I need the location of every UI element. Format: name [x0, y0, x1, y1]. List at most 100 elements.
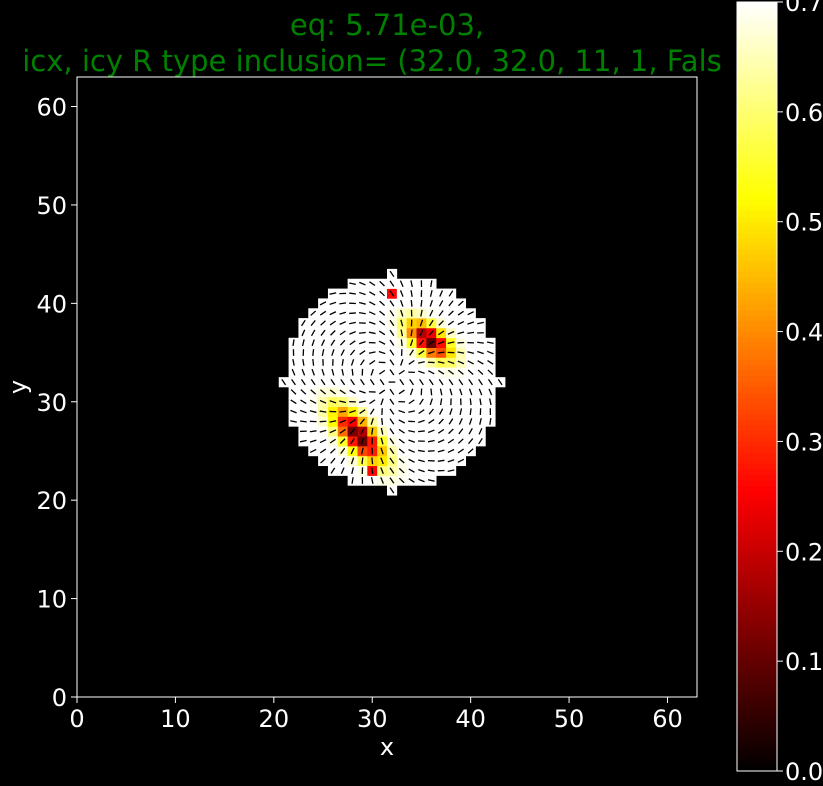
colorbar-strip — [737, 413, 777, 421]
director-segment — [320, 378, 326, 386]
director-segment — [468, 418, 473, 425]
director-segment — [329, 420, 337, 423]
director-segment — [350, 359, 355, 366]
director-segment — [302, 358, 305, 366]
director-segment — [310, 378, 316, 386]
director-segment — [457, 360, 465, 365]
colorbar-strip — [737, 287, 777, 294]
y-tick-label: 60 — [36, 94, 67, 122]
director-segment — [418, 339, 425, 346]
director-segment — [449, 408, 453, 415]
director-segment — [360, 437, 365, 445]
colorbar-strip — [737, 391, 777, 399]
director-segment — [478, 388, 483, 396]
director-segment — [468, 428, 473, 435]
director-segment — [410, 299, 413, 307]
director-segment — [301, 339, 305, 347]
x-tick-label: 10 — [160, 705, 191, 733]
colorbar-strip — [737, 238, 777, 245]
colorbar-strip — [737, 139, 777, 146]
director-segment — [339, 428, 346, 434]
director-segment — [479, 398, 482, 406]
director-segment — [467, 369, 474, 375]
colorbar-strip — [737, 40, 777, 47]
director-segment — [458, 378, 464, 386]
colorbar-strip — [737, 479, 777, 486]
colorbar-strip — [737, 507, 777, 514]
colorbar-strip — [737, 534, 777, 541]
director-segment — [368, 351, 376, 354]
director-segment — [292, 339, 295, 347]
director-segment — [419, 329, 424, 337]
colorbar-strip — [737, 254, 777, 261]
director-segment — [290, 399, 297, 405]
director-segment — [457, 458, 465, 463]
colorbar-ticks: 0.0 0.1 0.2 0.3 0.4 0.5 0.6 0.7 — [777, 0, 823, 786]
director-segment — [330, 378, 336, 386]
director-segment — [389, 457, 395, 464]
colorbar-strip — [737, 600, 777, 607]
director-segment — [400, 329, 404, 337]
y-tick-label: 30 — [36, 389, 67, 417]
director-segment — [398, 458, 405, 464]
director-segment — [329, 429, 337, 434]
director-segment — [389, 349, 395, 356]
director-segment — [389, 477, 395, 484]
director-segment — [349, 331, 356, 335]
director-segment — [380, 437, 384, 445]
director-segment — [427, 439, 435, 443]
director-segment — [448, 418, 454, 425]
director-segment — [312, 358, 315, 366]
director-segment — [378, 330, 386, 336]
director-segment — [329, 400, 337, 404]
colorbar-strip — [737, 721, 777, 728]
director-segment — [380, 467, 384, 475]
director-segment — [418, 468, 425, 473]
colorbar-strip — [737, 424, 777, 432]
colorbar-strip — [737, 402, 777, 410]
director-segment — [331, 349, 335, 356]
director-segment — [291, 378, 296, 386]
colorbar-strip — [737, 89, 777, 96]
director-segment — [360, 428, 365, 435]
director-segment — [290, 420, 297, 423]
director-segment — [478, 378, 483, 386]
director-segment — [370, 477, 374, 484]
director-segment — [319, 439, 327, 444]
director-segment — [477, 350, 484, 355]
director-segment — [339, 330, 346, 336]
colorbar-strip — [737, 743, 777, 750]
director-segment — [368, 301, 376, 306]
director-segment — [468, 378, 474, 386]
colorbar-strip — [737, 496, 777, 503]
director-segment — [409, 349, 414, 356]
director-segment — [359, 350, 366, 355]
director-segment — [427, 350, 435, 355]
director-segment — [418, 478, 425, 483]
colorbar-strip — [737, 655, 777, 662]
director-segment — [389, 398, 395, 405]
director-segment — [428, 419, 435, 424]
director-segment — [420, 299, 423, 307]
director-segment — [310, 310, 317, 316]
director-segment — [459, 408, 463, 416]
director-segment — [330, 330, 336, 336]
director-segment — [457, 310, 464, 316]
director-segment — [329, 311, 337, 316]
director-segment — [427, 469, 435, 472]
colorbar-strip — [737, 639, 777, 646]
title-line-1: eq: 5.71e-03, — [290, 8, 484, 42]
director-segment — [371, 427, 374, 435]
director-segment — [349, 419, 356, 424]
director-segment — [339, 339, 346, 346]
colorbar-strip — [737, 584, 777, 591]
director-segment — [369, 359, 376, 365]
colorbar-strip — [737, 545, 777, 552]
director-segment — [398, 369, 405, 375]
director-segment — [408, 429, 416, 433]
colorbar-strip — [737, 749, 777, 756]
colorbar-strip — [737, 370, 777, 377]
director-segment — [389, 438, 395, 445]
director-segment — [351, 467, 354, 475]
director-segment — [378, 389, 386, 395]
